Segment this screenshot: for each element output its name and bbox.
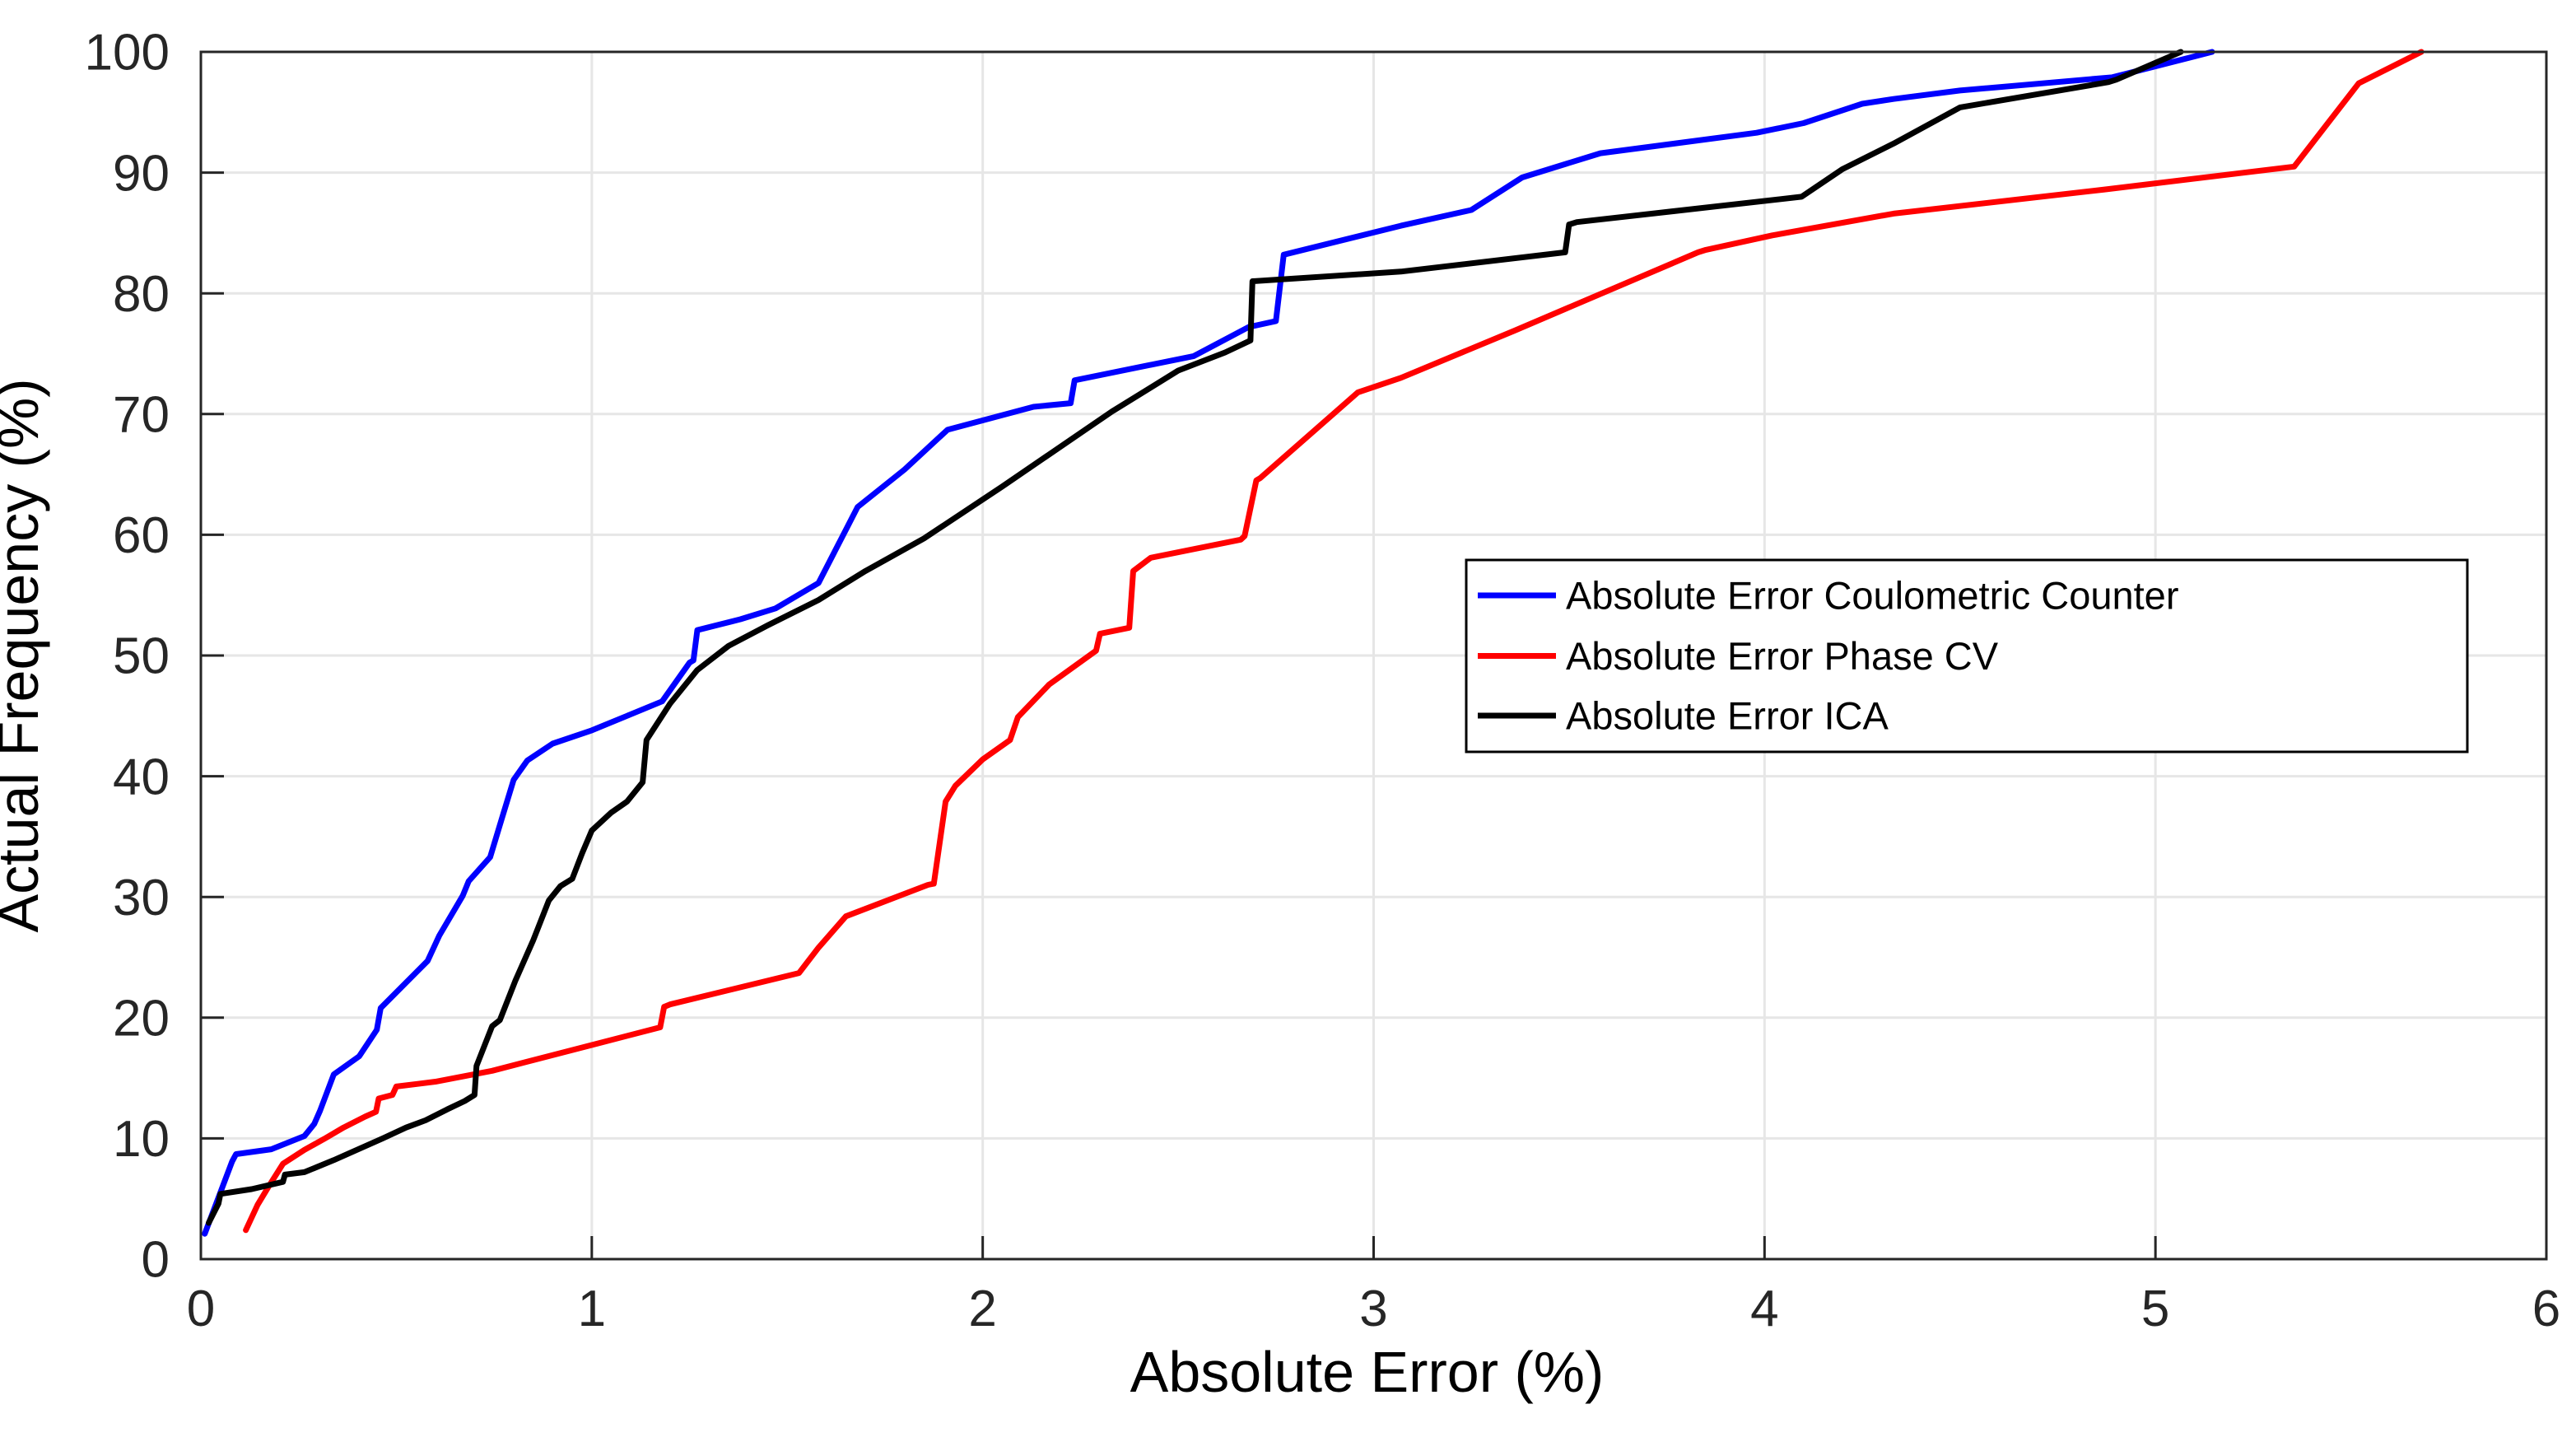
x-tick-label: 3 [1359,1281,1387,1337]
x-tick-label: 4 [1750,1281,1778,1337]
y-tick-label: 90 [113,145,170,202]
legend-label: Absolute Error ICA [1566,693,1889,737]
y-tick-label: 80 [113,266,170,323]
y-tick-label: 20 [113,991,170,1047]
y-tick-label: 30 [113,870,170,926]
x-axis-title: Absolute Error (%) [1130,1340,1605,1404]
x-tick-label: 2 [968,1281,996,1337]
y-tick-label: 70 [113,387,170,444]
series-line-absolute-error-coulometric-counter [202,49,2215,1237]
legend-label: Absolute Error Coulometric Counter [1566,573,2178,617]
y-tick-label: 10 [113,1111,170,1168]
y-axis-title: Actual Frequency (%) [0,378,50,932]
y-tick-label: 60 [113,507,170,564]
legend-box [1465,558,2469,753]
y-tick-label: 0 [142,1232,170,1289]
legend-label: Absolute Error Phase CV [1566,634,1999,678]
x-tick-label: 1 [578,1281,606,1337]
y-tick-label: 100 [85,25,170,82]
series-line-absolute-error-phase-cv [243,49,2425,1234]
x-tick-label: 5 [2141,1281,2169,1337]
series-line-absolute-error-ica [206,49,2184,1226]
x-tick-label: 0 [187,1281,215,1337]
y-tick-label: 50 [113,628,170,685]
y-tick-label: 40 [113,749,170,805]
x-tick-label: 6 [2532,1281,2560,1337]
